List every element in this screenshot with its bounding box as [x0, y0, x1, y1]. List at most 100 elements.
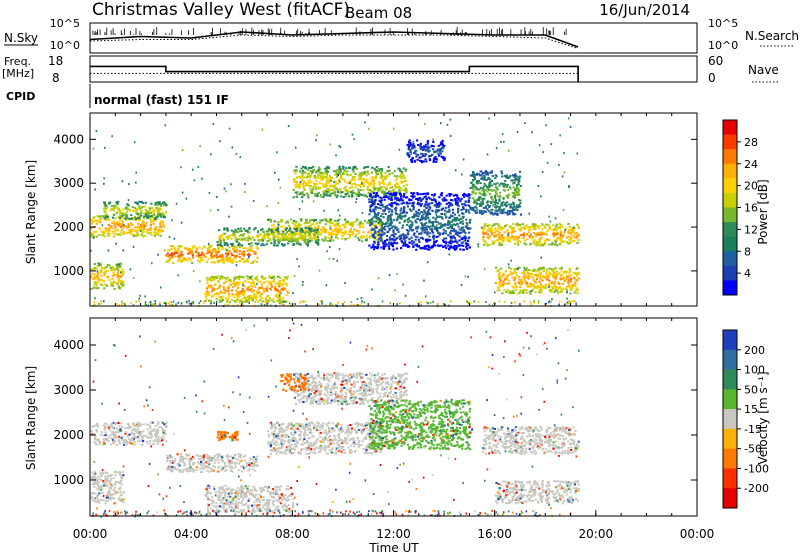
- heatmap-cell: [318, 230, 321, 233]
- heatmap-cell: [558, 222, 561, 225]
- heatmap-cell: [379, 215, 383, 218]
- heatmap-cell: [131, 209, 134, 212]
- heatmap-cell: [399, 214, 402, 217]
- heatmap-cell: [226, 252, 230, 255]
- heatmap-cell: [157, 209, 160, 212]
- heatmap-cell: [464, 204, 467, 207]
- heatmap-cell: [415, 214, 418, 217]
- heatmap-cell: [442, 228, 445, 231]
- heatmap-cell: [377, 239, 380, 242]
- heatmap-cell: [523, 269, 526, 272]
- heatmap-cell: [459, 248, 462, 251]
- heatmap-cell: [325, 220, 328, 223]
- heatmap-cell: [347, 174, 351, 177]
- heatmap-cell: [460, 226, 463, 229]
- heatmap-cell: [420, 227, 423, 230]
- heatmap-cell: [567, 275, 571, 278]
- heatmap-cell: [243, 254, 246, 257]
- heatmap-cell: [334, 219, 337, 222]
- station-title: Christmas Valley West (fitACF): [92, 0, 350, 20]
- heatmap-cell: [366, 182, 370, 185]
- heatmap-cell: [97, 286, 100, 289]
- heatmap-cell: [120, 283, 123, 286]
- noise-cell: [449, 118, 452, 121]
- heatmap-cell: [564, 278, 568, 281]
- heatmap-cell: [251, 236, 254, 239]
- heatmap-cell: [567, 222, 570, 225]
- heatmap-cell: [534, 281, 538, 284]
- heatmap-cell: [507, 235, 510, 238]
- heatmap-cell: [575, 287, 578, 290]
- heatmap-cell: [131, 223, 134, 226]
- heatmap-cell: [225, 252, 228, 255]
- heatmap-cell: [271, 275, 274, 278]
- heatmap-cell: [412, 233, 415, 236]
- heatmap-cell: [429, 220, 432, 223]
- heatmap-cell: [192, 246, 196, 249]
- heatmap-cell: [538, 280, 541, 283]
- noise-cell: [436, 224, 438, 227]
- heatmap-cell: [490, 197, 494, 200]
- heatmap-cell: [368, 198, 371, 201]
- heatmap-cell: [427, 225, 430, 228]
- heatmap-cell: [421, 160, 424, 163]
- heatmap-cell: [221, 248, 224, 251]
- heatmap-cell: [204, 299, 207, 302]
- heatmap-cell: [574, 236, 577, 239]
- heatmap-cell: [386, 231, 389, 234]
- heatmap-cell: [399, 175, 402, 178]
- heatmap-cell: [324, 183, 327, 186]
- heatmap-cell: [413, 160, 416, 163]
- heatmap-cell: [272, 277, 276, 280]
- heatmap-cell: [558, 237, 562, 240]
- heatmap-cell: [218, 254, 222, 257]
- heatmap-cell: [304, 228, 308, 231]
- heatmap-cell: [214, 251, 217, 254]
- noise-cell: [568, 184, 570, 187]
- heatmap-cell: [133, 218, 136, 221]
- heatmap-cell: [540, 233, 544, 236]
- heatmap-cell: [341, 235, 344, 238]
- heatmap-cell: [501, 182, 504, 185]
- heatmap-cell: [509, 270, 512, 273]
- heatmap-cell: [561, 283, 565, 286]
- heatmap-cell: [319, 172, 322, 175]
- heatmap-cell: [273, 280, 276, 283]
- heatmap-cell: [180, 255, 183, 258]
- heatmap-cell: [213, 255, 216, 258]
- noise-cell: [367, 127, 370, 130]
- heatmap-cell: [432, 141, 435, 144]
- heatmap-cell: [240, 244, 244, 247]
- heatmap-cell: [486, 200, 490, 203]
- heatmap-cell: [345, 220, 349, 223]
- heatmap-cell: [162, 201, 166, 204]
- power-heatmap: [90, 117, 581, 308]
- heatmap-cell: [528, 226, 531, 229]
- heatmap-cell: [238, 229, 241, 232]
- heatmap-cell: [274, 234, 277, 237]
- heatmap-cell: [422, 217, 425, 220]
- heatmap-cell: [233, 296, 236, 299]
- heatmap-cell: [517, 243, 520, 246]
- heatmap-cell: [445, 199, 448, 202]
- heatmap-cell: [317, 174, 320, 177]
- heatmap-cell: [126, 203, 129, 206]
- heatmap-cell: [417, 203, 421, 206]
- heatmap-cell: [399, 187, 402, 190]
- heatmap-cell: [270, 288, 273, 291]
- heatmap-cell: [105, 205, 109, 208]
- heatmap-cell: [436, 221, 439, 224]
- heatmap-cell: [158, 203, 161, 206]
- heatmap-cell: [286, 275, 289, 278]
- heatmap-cell: [333, 186, 336, 189]
- heatmap-cell: [130, 214, 133, 217]
- heatmap-cell: [426, 233, 429, 236]
- heatmap-cell: [309, 174, 312, 177]
- heatmap-cell: [414, 152, 417, 155]
- heatmap-cell: [278, 299, 281, 302]
- noise-cell: [551, 298, 553, 301]
- heatmap-cell: [393, 218, 396, 221]
- heatmap-cell: [206, 260, 209, 263]
- heatmap-cell: [105, 208, 108, 211]
- heatmap-cell: [416, 203, 419, 206]
